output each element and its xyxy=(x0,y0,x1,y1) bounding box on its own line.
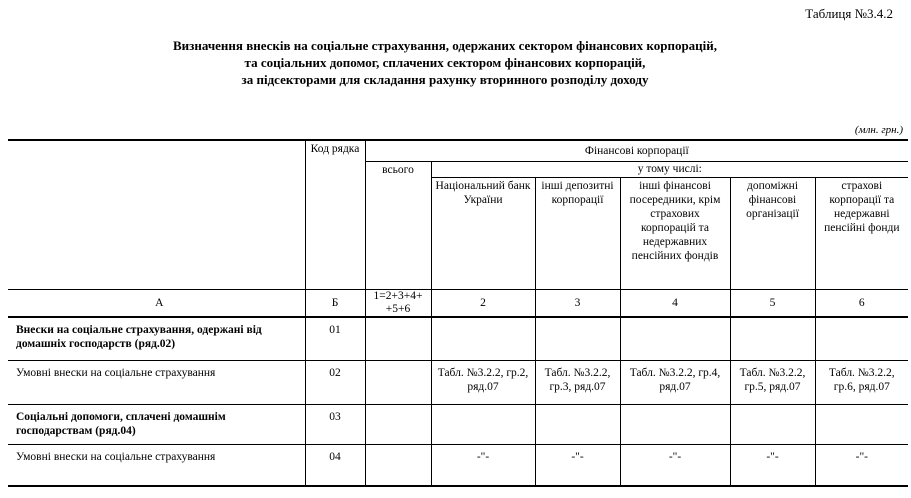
col-number: 2 xyxy=(430,288,536,318)
col-number: 4 xyxy=(619,288,731,318)
row-cell xyxy=(814,403,909,445)
data-table: Код рядка Фінансові корпорації всього у … xyxy=(8,139,909,487)
row-cell xyxy=(814,316,909,361)
header-subsector: допоміжні фінансові організації xyxy=(729,176,816,290)
row-label: Соціальні допомоги, сплачені домашнім го… xyxy=(8,403,306,445)
row-cell: -"- xyxy=(534,443,621,487)
row-cell: Табл. №3.2.2, гр.4, ряд.07 xyxy=(619,359,731,405)
row-cell xyxy=(430,316,536,361)
row-cell: Табл. №3.2.2, гр.3, ряд.07 xyxy=(534,359,621,405)
row-code: 01 xyxy=(304,316,366,361)
table-row: Умовні внески на соціальне страхування 04… xyxy=(8,443,909,487)
row-label: Умовні внески на соціальне страхування xyxy=(8,443,306,487)
header-subsector: страхові корпорації та недержавні пенсій… xyxy=(814,176,909,290)
col-number: Б xyxy=(304,288,366,318)
table-row: Внески на соціальне страхування, одержан… xyxy=(8,316,909,361)
row-cell: -"- xyxy=(729,443,816,487)
header-subsector: Національний банк України xyxy=(430,176,536,290)
header-subsector: інші фінансові посередники, крім страхов… xyxy=(619,176,731,290)
row-cell xyxy=(364,403,432,445)
table-row: Умовні внески на соціальне страхування 02… xyxy=(8,359,909,405)
row-cell xyxy=(729,316,816,361)
row-cell xyxy=(534,316,621,361)
header-subsector: інші депозитні корпорації xyxy=(534,176,621,290)
header-including: у тому числі: xyxy=(430,160,909,178)
row-cell xyxy=(364,359,432,405)
row-cell: -"- xyxy=(619,443,731,487)
header-code: Код рядка xyxy=(304,139,366,290)
table-number: Таблиця №3.4.2 xyxy=(805,6,893,21)
row-cell xyxy=(430,403,536,445)
row-cell xyxy=(619,316,731,361)
col-number: 3 xyxy=(534,288,621,318)
row-cell xyxy=(534,403,621,445)
col-number: 6 xyxy=(814,288,909,318)
row-cell: -"- xyxy=(430,443,536,487)
title-line: за підсекторами для складання рахунку вт… xyxy=(241,72,649,87)
col-number: 5 xyxy=(729,288,816,318)
row-code: 02 xyxy=(304,359,366,405)
header-total: всього xyxy=(364,160,432,290)
row-cell xyxy=(619,403,731,445)
row-cell: -"- xyxy=(814,443,909,487)
row-label: Внески на соціальне страхування, одержан… xyxy=(8,316,306,361)
row-label: Умовні внески на соціальне страхування xyxy=(8,359,306,405)
row-code: 04 xyxy=(304,443,366,487)
header-group: Фінансові корпорації xyxy=(364,139,909,162)
row-cell: Табл. №3.2.2, гр.6, ряд.07 xyxy=(814,359,909,405)
header-blank xyxy=(8,139,306,290)
row-cell xyxy=(364,316,432,361)
row-cell xyxy=(729,403,816,445)
page-title: Визначення внесків на соціальне страхува… xyxy=(0,37,890,88)
col-number: А xyxy=(8,288,306,318)
title-line: Визначення внесків на соціальне страхува… xyxy=(172,38,718,53)
row-cell xyxy=(364,443,432,487)
row-cell: Табл. №3.2.2, гр.5, ряд.07 xyxy=(729,359,816,405)
row-cell: Табл. №3.2.2, гр.2, ряд.07 xyxy=(430,359,536,405)
row-code: 03 xyxy=(304,403,366,445)
title-line: та соціальних допомог, сплачених секторо… xyxy=(244,55,646,70)
units-label: (млн. грн.) xyxy=(854,124,903,136)
table-row: Соціальні допомоги, сплачені домашнім го… xyxy=(8,403,909,445)
col-number: 1=2+3+4+ +5+6 xyxy=(364,288,432,318)
